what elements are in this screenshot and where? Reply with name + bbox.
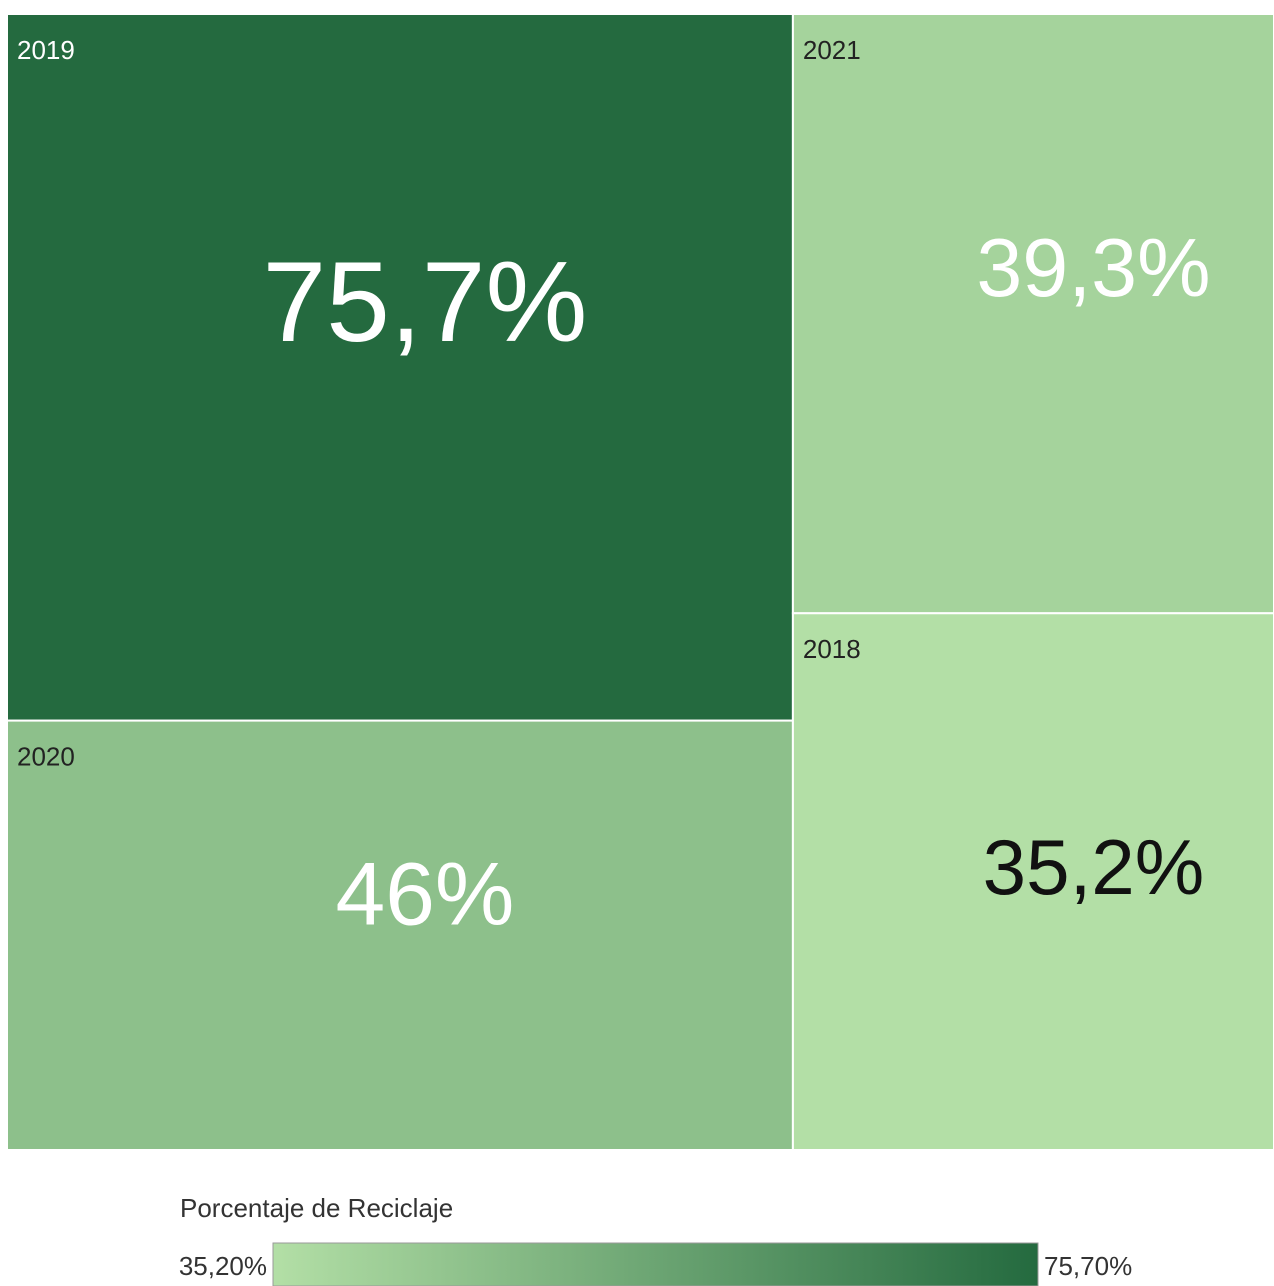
- tile: [791, 612, 1274, 1151]
- tile: [6, 13, 794, 722]
- tile-label: 2019: [17, 35, 75, 65]
- colorbar-tick-label: 75,70%: [1044, 1251, 1132, 1281]
- tile-label: 2020: [17, 741, 75, 771]
- tile: [6, 719, 794, 1151]
- tile-value: 75,7%: [262, 238, 587, 366]
- legend-title: Porcentaje de Reciclaje: [180, 1193, 453, 1223]
- tile-value: 39,3%: [976, 221, 1210, 314]
- tile-value: 46%: [336, 844, 515, 944]
- colorbar: [272, 1242, 1039, 1286]
- colorbar-tick-label: 35,20%: [179, 1251, 267, 1281]
- tile-label: 2018: [803, 634, 861, 664]
- tile: [791, 13, 1274, 615]
- tile-value: 35,2%: [983, 823, 1205, 911]
- tile-label: 2021: [803, 35, 861, 65]
